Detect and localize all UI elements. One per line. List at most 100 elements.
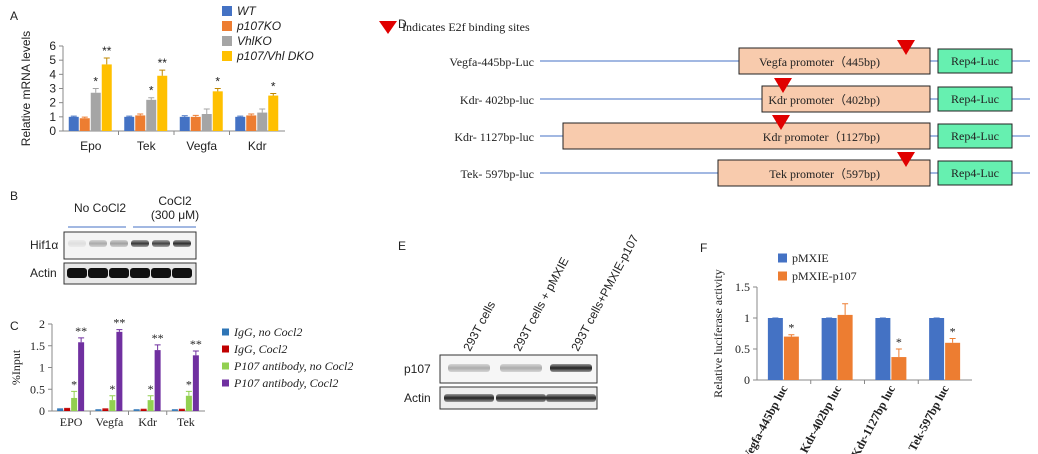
row-label: Actin: [404, 391, 431, 405]
error-bar: [71, 390, 78, 398]
blot-band: [130, 268, 150, 278]
legend-swatch: [222, 36, 232, 46]
bar: [190, 116, 201, 131]
y-tick-label: 2: [49, 96, 56, 110]
row-label: Actin: [30, 266, 57, 280]
lane-label: 293T cells+PMXIE-p107: [568, 232, 641, 353]
blot-band: [172, 268, 192, 278]
bar: [257, 112, 268, 131]
legend-label: pMXIE: [792, 251, 829, 265]
lane-label: 293T cells + pMXIE: [510, 255, 571, 354]
significance-mark: **: [190, 337, 202, 351]
error-bar: [237, 115, 244, 117]
bar: [135, 115, 146, 131]
bar-chart: 00.511.52%InputEPO***Vegfa***Kdr***Tek**…: [9, 316, 353, 429]
error-bar: [214, 88, 221, 92]
legend-label: Indicates E2f binding sites: [402, 20, 530, 34]
x-tick-label: Vegfa-445bp luc: [739, 382, 790, 454]
promoter-box: [717, 159, 931, 187]
significance-mark: *: [109, 382, 115, 396]
x-tick-label: Vegfa: [95, 415, 124, 429]
bar: [201, 114, 212, 131]
bar: [116, 331, 123, 411]
y-tick-label: 1: [39, 361, 45, 375]
error-bar: [788, 334, 795, 337]
error-bar: [147, 395, 154, 401]
significance-mark: *: [215, 75, 220, 89]
blot-band: [173, 240, 191, 247]
x-tick-label: EPO: [60, 415, 83, 429]
y-tick-label: 5: [49, 53, 56, 67]
promoter-label: Kdr promoter（1127bp): [763, 130, 880, 144]
reporter-label: Rep4-Luc: [951, 166, 999, 180]
promoter-label: Kdr promoter（402bp): [768, 93, 880, 107]
y-tick-label: 1: [49, 110, 56, 124]
y-tick-label: 2: [39, 317, 45, 331]
error-bar: [259, 108, 266, 113]
bar: [945, 342, 961, 380]
significance-mark: *: [271, 79, 276, 93]
x-tick-label: Vegfa: [186, 139, 217, 153]
error-bar: [126, 115, 133, 117]
bar: [268, 95, 279, 131]
y-tick-label: 0.5: [735, 342, 750, 356]
bar: [68, 116, 79, 131]
y-tick-label: 0.5: [30, 382, 45, 396]
reporter-box: [937, 123, 1013, 149]
bar: [179, 116, 190, 131]
significance-mark: *: [71, 377, 77, 391]
bar: [140, 409, 147, 411]
blot-band: [89, 240, 107, 247]
legend-swatch: [778, 253, 787, 263]
y-tick-label: 6: [49, 39, 56, 53]
y-axis-label: Relative mRNA levels: [19, 31, 33, 146]
bar: [837, 314, 853, 380]
promoter-box: [562, 122, 931, 150]
bar: [171, 410, 178, 411]
reporter-box: [937, 160, 1013, 186]
bar: [212, 91, 223, 131]
error-bar: [203, 108, 210, 114]
error-bar: [185, 390, 192, 396]
blot-band: [550, 364, 592, 372]
panel-letter: E: [398, 239, 406, 253]
significance-mark: **: [102, 44, 112, 58]
bar-chart: 0 0.5 1 1.5 Relative luciferase activity Vegf…: [711, 251, 972, 454]
bar: [875, 318, 891, 380]
blot-band: [444, 394, 494, 402]
bar: [95, 410, 102, 411]
x-tick-label: Kdr-1127bp luc: [848, 382, 898, 454]
significance-mark: *: [950, 324, 956, 338]
x-tick-label: Tek-597bp luc: [905, 382, 952, 453]
bar: [192, 355, 199, 411]
blot-band: [68, 240, 86, 247]
y-tick-label: 0: [49, 124, 56, 138]
legend-swatch: [222, 345, 229, 353]
significance-mark: **: [113, 316, 125, 330]
panel-letter: D: [398, 17, 407, 31]
y-tick-label: 0: [744, 373, 750, 387]
bar: [124, 116, 135, 131]
error-bar: [842, 303, 849, 315]
error-bar: [895, 348, 902, 358]
error-bar: [70, 115, 77, 117]
y-tick-label: 1.5: [735, 280, 750, 294]
error-bar: [116, 329, 123, 332]
panel-letter: C: [10, 319, 19, 333]
y-tick-label: 1: [744, 311, 750, 325]
error-bar: [103, 57, 110, 65]
legend-label: IgG, Cocl2: [233, 342, 287, 356]
legend-swatch: [222, 6, 232, 16]
error-bar: [92, 88, 99, 93]
bar: [783, 336, 799, 380]
x-tick-label: Kdr: [138, 415, 157, 429]
significance-mark: *: [186, 377, 192, 391]
legend-label: p107/Vhl DKO: [236, 49, 314, 63]
blot-band: [109, 268, 129, 278]
bar: [57, 409, 64, 411]
reporter-label: Rep4-Luc: [951, 129, 999, 143]
blot-band: [110, 240, 128, 247]
bar: [147, 400, 154, 411]
error-bar: [949, 337, 956, 343]
